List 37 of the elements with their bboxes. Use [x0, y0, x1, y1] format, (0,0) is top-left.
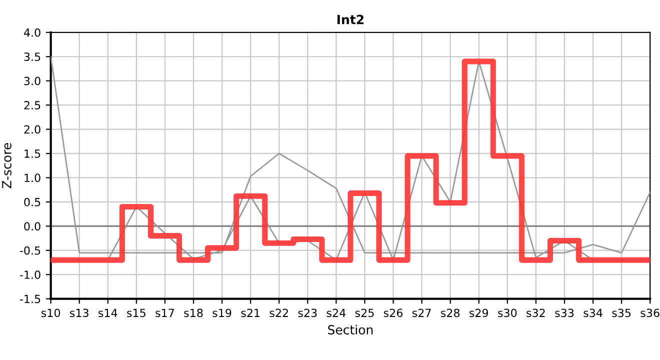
x-tick-label: s32 — [526, 308, 545, 318]
x-tick-label: s19 — [212, 308, 232, 318]
x-axis-title: Section — [328, 324, 373, 335]
x-tick-label: s15 — [127, 308, 146, 318]
x-tick-label: s10 — [41, 308, 60, 318]
y-tick-label: 2.5 — [24, 101, 40, 110]
x-tick-label: s35 — [612, 308, 631, 318]
y-tick-label: -1.5 — [20, 294, 40, 304]
x-tick-label: s23 — [298, 308, 317, 318]
y-tick-label: 1.5 — [24, 150, 40, 158]
y-axis-title: Z-score — [2, 143, 12, 188]
chart-title: Int2 — [338, 14, 364, 24]
x-tick-label: s30 — [498, 308, 517, 318]
x-tick-label: s27 — [412, 308, 431, 318]
y-tick-label: 0.0 — [24, 222, 40, 231]
y-tick-label: 3.0 — [24, 76, 40, 86]
x-tick-label: s36 — [640, 308, 660, 318]
x-tick-label: s28 — [440, 308, 460, 318]
x-tick-label: s22 — [270, 308, 288, 318]
y-tick-label: 1.0 — [24, 174, 40, 182]
x-tick-label: s21 — [241, 308, 260, 318]
y-tick-label: 3.5 — [24, 52, 40, 61]
x-tick-label: s34 — [584, 308, 602, 318]
x-tick-label: s25 — [355, 308, 374, 318]
y-tick-label: 4.0 — [24, 28, 40, 37]
x-tick-label: s18 — [184, 308, 203, 318]
x-tick-label: s13 — [70, 308, 88, 318]
x-tick-label: s33 — [555, 308, 574, 318]
y-tick-label: -1.0 — [20, 270, 40, 279]
x-tick-label: s26 — [384, 308, 403, 318]
x-tick-label: s14 — [98, 308, 118, 318]
y-tick-label: -0.5 — [20, 246, 40, 255]
y-tick-label: 2.0 — [24, 125, 40, 134]
y-tick-label: 0.5 — [24, 198, 40, 206]
x-tick-label: s29 — [470, 308, 488, 318]
x-tick-label: s24 — [326, 308, 346, 318]
x-tick-label: s17 — [156, 308, 174, 318]
